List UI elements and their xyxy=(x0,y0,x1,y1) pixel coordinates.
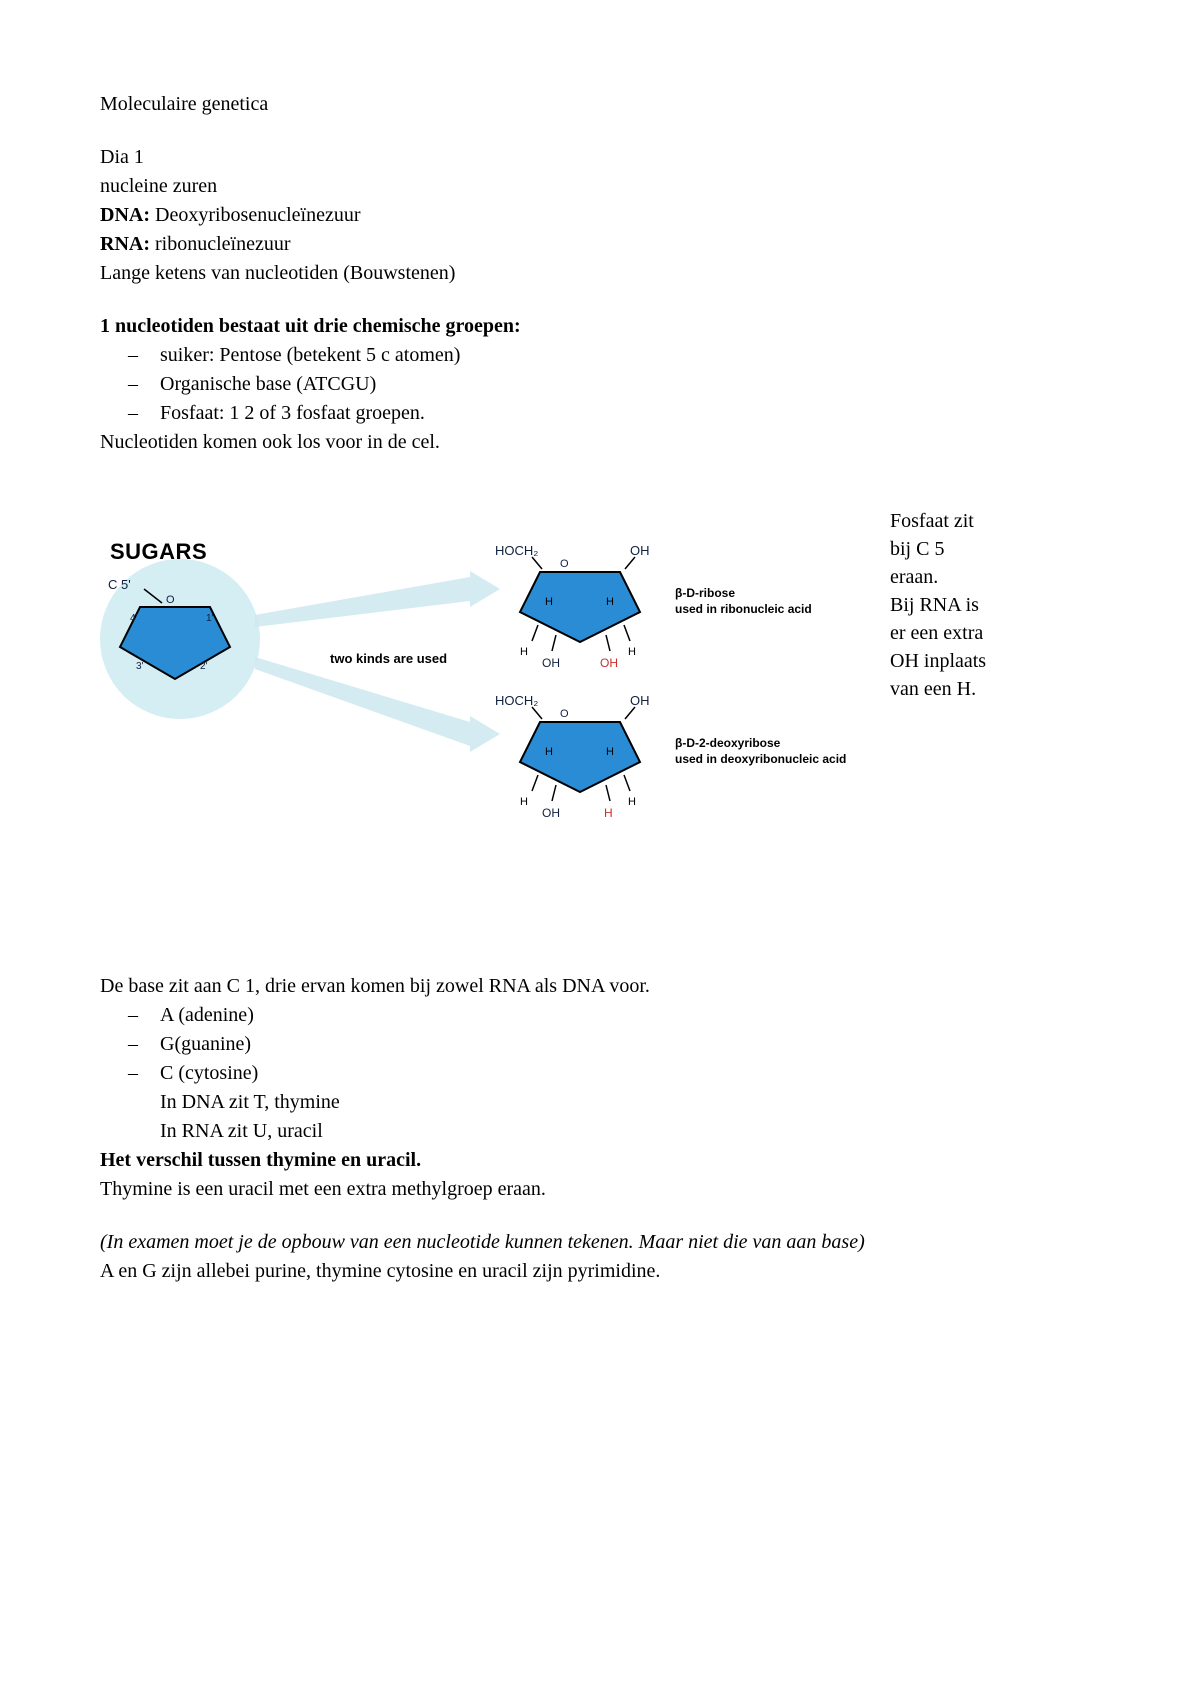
ribose-red-label: β-D-ribose xyxy=(675,586,735,600)
base-item-1: A (adenine) xyxy=(160,1001,1100,1030)
bases-list: A (adenine) G(guanine) C (cytosine) xyxy=(100,1001,1100,1088)
group-item-3: Fosfaat: 1 2 of 3 fosfaat groepen. xyxy=(160,399,1100,428)
diagram-row: SUGARS C 5' O 4' 1' 3' 2' two kind xyxy=(100,507,1100,842)
ribose-blk-label: used in ribonucleic acid xyxy=(675,602,812,616)
p3-label: 3' xyxy=(136,661,144,672)
h2-top: H xyxy=(606,596,614,608)
verschil-text: Thymine is een uracil met een extra meth… xyxy=(100,1175,1100,1204)
purine-line: A en G zijn allebei purine, thymine cyto… xyxy=(100,1257,1100,1286)
h4-bot: H xyxy=(628,796,636,808)
dna-label: DNA: xyxy=(100,204,150,226)
group-item-1: suiker: Pentose (betekent 5 c atomen) xyxy=(160,341,1100,370)
ribose-pentagon xyxy=(520,572,640,642)
groups-list: suiker: Pentose (betekent 5 c atomen) Or… xyxy=(100,341,1100,428)
hoch2-top: HOCH₂ xyxy=(495,543,538,558)
p1-label: 1' xyxy=(206,613,214,624)
examen-note: (In examen moet je de opbouw van een nuc… xyxy=(100,1228,1100,1257)
side-note: Fosfaat zit bij C 5 eraan. Bij RNA is er… xyxy=(870,507,1100,703)
base-sub1: In DNA zit T, thymine xyxy=(100,1088,1100,1117)
base-intro: De base zit aan C 1, drie ervan komen bi… xyxy=(100,972,1100,1001)
oh-bot1-bot: OH xyxy=(542,806,560,820)
side-note-l1: Fosfaat zit xyxy=(890,507,1100,535)
h4-top: H xyxy=(628,646,636,658)
los-line: Nucleotiden komen ook los voor in de cel… xyxy=(100,428,1100,457)
h3-top: H xyxy=(520,646,528,658)
c5-label: C 5' xyxy=(108,577,131,592)
p4-label: 4' xyxy=(130,613,138,624)
deoxy-group: HOCH₂ O OH H H H OH H H xyxy=(495,693,650,820)
sugars-diagram: SUGARS C 5' O 4' 1' 3' 2' two kind xyxy=(100,507,870,842)
h1-top: H xyxy=(545,596,553,608)
ketens-line: Lange ketens van nucleotiden (Bouwstenen… xyxy=(100,259,1100,288)
rna-line: RNA: ribonucleïnezuur xyxy=(100,230,1100,259)
base-item-3: C (cytosine) xyxy=(160,1059,1100,1088)
side-note-l4: Bij RNA is xyxy=(890,591,1100,619)
side-note-l7: van een H. xyxy=(890,675,1100,703)
page-title: Moleculaire genetica xyxy=(100,90,1100,119)
o-top: O xyxy=(560,558,569,570)
base-item-2: G(guanine) xyxy=(160,1030,1100,1059)
group-item-2: Organische base (ATCGU) xyxy=(160,370,1100,399)
h1-bot: H xyxy=(545,746,553,758)
verschil-heading: Het verschil tussen thymine en uracil. xyxy=(100,1146,1100,1175)
deoxy-blk-label: used in deoxyribonucleic acid xyxy=(675,752,846,766)
nucleine-label: nucleine zuren xyxy=(100,172,1100,201)
oh-top-right: OH xyxy=(630,543,650,558)
h-red-bot: H xyxy=(604,806,613,820)
dia-label: Dia 1 xyxy=(100,143,1100,172)
sugars-svg: SUGARS C 5' O 4' 1' 3' 2' two kind xyxy=(100,507,870,837)
oh-bot2-top: OH xyxy=(600,656,618,670)
document-page: Moleculaire genetica Dia 1 nucleine zure… xyxy=(0,0,1200,1386)
two-kinds-label: two kinds are used xyxy=(330,651,447,666)
o-bot: O xyxy=(560,708,569,720)
side-note-l6: OH inplaats xyxy=(890,647,1100,675)
side-note-l5: er een extra xyxy=(890,619,1100,647)
p2-label: 2' xyxy=(200,661,208,672)
ribose-group: HOCH₂ O OH H H H OH OH H xyxy=(495,543,650,670)
side-note-l3: eraan. xyxy=(890,563,1100,591)
side-note-l2: bij C 5 xyxy=(890,535,1100,563)
dna-line: DNA: Deoxyribosenucleïnezuur xyxy=(100,201,1100,230)
oh-bot1-top: OH xyxy=(542,656,560,670)
arrow-bottom xyxy=(255,657,500,752)
deoxy-pentagon xyxy=(520,722,640,792)
arrow-top xyxy=(255,571,500,627)
dna-text: Deoxyribosenucleïnezuur xyxy=(155,204,360,226)
hoch2-bot: HOCH₂ xyxy=(495,693,538,708)
rna-text: ribonucleïnezuur xyxy=(155,233,291,255)
h3-bot: H xyxy=(520,796,528,808)
h2-bot: H xyxy=(606,746,614,758)
base-sub2: In RNA zit U, uracil xyxy=(100,1117,1100,1146)
o-label-left: O xyxy=(166,594,175,606)
oh-bot-right: OH xyxy=(630,693,650,708)
groups-heading: 1 nucleotiden bestaat uit drie chemische… xyxy=(100,312,1100,341)
rna-label: RNA: xyxy=(100,233,150,255)
deoxy-red-label: β-D-2-deoxyribose xyxy=(675,736,781,750)
